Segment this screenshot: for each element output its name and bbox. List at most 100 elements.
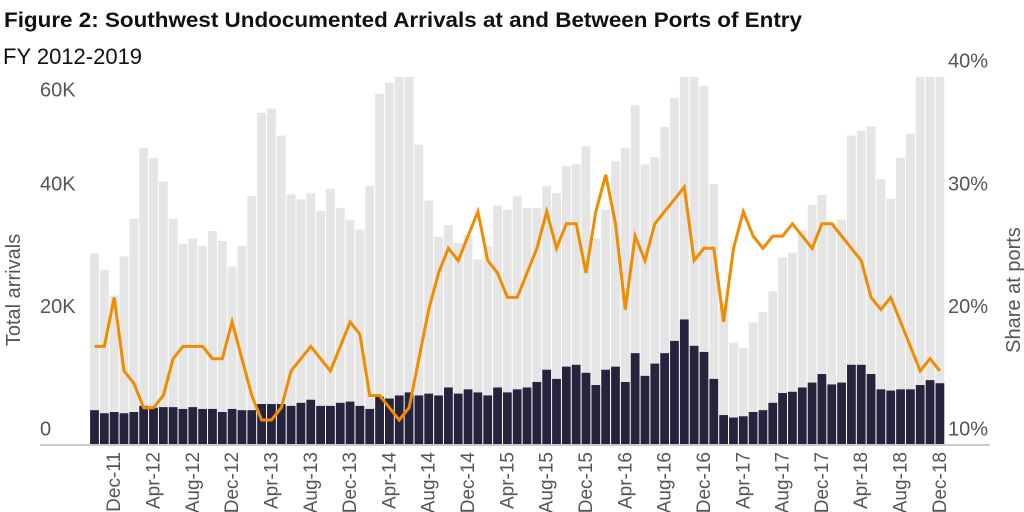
total-bar: [778, 257, 787, 445]
left-tick-label: 20K: [40, 296, 76, 318]
total-bar: [139, 147, 149, 445]
ports-bar: [237, 410, 247, 445]
total-bar: [896, 157, 905, 445]
total-bar: [699, 85, 709, 445]
total-bar: [709, 183, 719, 445]
total-bar: [296, 199, 306, 445]
left-tick-label: 0: [40, 419, 51, 441]
x-tick-label: Apr-13: [261, 452, 282, 509]
total-bar: [837, 219, 846, 445]
total-bar: [719, 300, 729, 445]
right-tick-label: 20%: [948, 296, 988, 318]
total-bar: [522, 207, 532, 445]
ports-bar: [188, 407, 198, 445]
ports-bar: [139, 405, 149, 445]
ports-bar: [443, 387, 453, 445]
total-bar: [326, 188, 335, 445]
total-bar: [424, 200, 434, 445]
right-axis-label: Share at ports: [1003, 227, 1024, 353]
ports-bar: [561, 366, 571, 445]
ports-bar: [119, 413, 129, 445]
ports-bar: [365, 408, 375, 445]
share-at-ports-line: [94, 174, 942, 423]
total-bar: [99, 269, 109, 445]
ports-bar: [601, 369, 611, 445]
ports-bar: [267, 404, 276, 445]
ports-bar: [414, 395, 424, 445]
total-bar: [640, 164, 650, 445]
total-bar: [886, 198, 896, 445]
total-bar: [738, 348, 748, 445]
total-bar: [149, 158, 158, 445]
total-bar: [345, 220, 355, 445]
x-axis-ticks: Dec-11 Apr-12 Aug-12 Dec-12 Apr-13 Aug-13 Dec-…: [104, 452, 951, 512]
ports-bar: [276, 404, 286, 445]
ports-bar: [129, 412, 139, 445]
total-bar: [502, 209, 512, 445]
x-tick-label: Apr-15: [497, 452, 518, 509]
total-bar: [748, 322, 758, 445]
total-bar: [473, 259, 483, 445]
ports-bar: [493, 387, 502, 445]
total-bar: [660, 126, 670, 445]
x-tick-label: Dec-13: [340, 452, 361, 512]
x-tick-label: Aug-15: [537, 452, 558, 512]
total-bar: [276, 135, 286, 445]
total-bar: [905, 133, 915, 445]
x-tick-label: Apr-14: [379, 452, 400, 509]
ports-bar: [896, 389, 905, 445]
total-bar: [856, 130, 866, 445]
total-bar: [129, 218, 139, 445]
ports-bar: [208, 408, 217, 445]
total-bar: [650, 157, 660, 445]
ports-bar: [847, 364, 856, 445]
ports-bar: [788, 391, 797, 445]
total-bar: [542, 185, 552, 445]
ports-bar: [532, 381, 542, 445]
x-tick-label: Aug-12: [183, 452, 204, 512]
ports-bar: [876, 389, 886, 445]
ports-bar: [807, 382, 817, 445]
total-bar: [188, 238, 198, 445]
ports-bar: [316, 405, 325, 445]
total-bar: [247, 196, 257, 445]
total-bar: [601, 209, 611, 445]
total-bar: [434, 236, 443, 445]
ports-bar: [335, 402, 345, 445]
total-bar: [168, 218, 178, 445]
ports-bar: [866, 374, 876, 445]
total-bar: [306, 193, 316, 445]
ports-bar: [178, 408, 188, 445]
ports-bar: [463, 389, 473, 445]
ports-bar: [522, 387, 532, 445]
x-tick-label: Dec-12: [222, 452, 243, 512]
ports-bar: [689, 345, 699, 445]
total-bar: [847, 135, 856, 445]
ports-bar: [247, 410, 257, 445]
x-tick-label: Dec-14: [458, 452, 479, 512]
total-bar: [178, 244, 188, 445]
total-bar: [385, 82, 394, 445]
left-tick-label: 40K: [40, 173, 76, 195]
x-tick-label: Aug-18: [891, 452, 912, 512]
total-bar: [571, 164, 581, 445]
ports-bar: [679, 319, 689, 445]
total-bar: [335, 207, 345, 445]
x-tick-label: Dec-18: [930, 452, 951, 512]
total-bar: [827, 222, 837, 445]
total-bar: [630, 105, 640, 445]
total-bar: [493, 205, 502, 445]
x-tick-label: Dec-17: [812, 452, 833, 512]
ports-bar: [571, 364, 581, 445]
x-tick-label: Apr-12: [144, 452, 165, 509]
x-tick-label: Apr-18: [851, 452, 872, 509]
total-bar: [237, 245, 247, 445]
ports-bar: [257, 404, 267, 445]
ports-bar: [630, 353, 640, 445]
ports-bar: [738, 416, 748, 445]
ports-bar: [729, 417, 738, 445]
ports-bar: [158, 407, 168, 445]
ports-bar: [385, 398, 394, 445]
chart-title: Figure 2: Southwest Undocumented Arrival…: [4, 9, 802, 32]
total-bar: [620, 147, 630, 445]
